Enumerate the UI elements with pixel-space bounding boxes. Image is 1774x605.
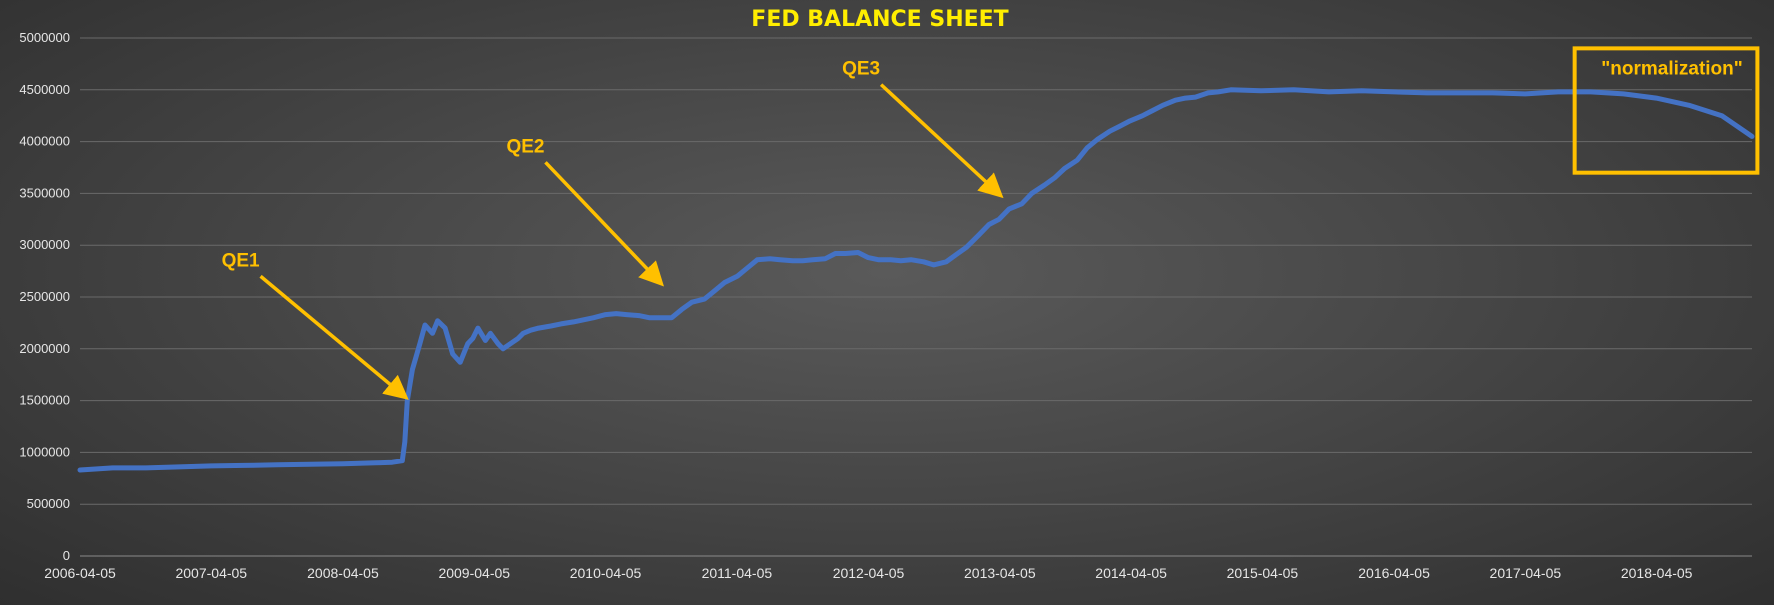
y-tick-label: 3000000	[19, 237, 70, 252]
normalization-box	[1572, 46, 1760, 175]
qe2-label: QE2	[506, 136, 544, 157]
x-tick-label: 2006-04-05	[44, 565, 116, 581]
y-tick-label: 2000000	[19, 341, 70, 356]
normalization-label: "normalization"	[1601, 58, 1743, 79]
y-tick-label: 3500000	[19, 185, 70, 200]
y-axis-ticks: 0 500000 1000000 1500000 2000000 2500000 30000…	[19, 30, 70, 563]
qe2-arrow	[544, 161, 664, 287]
y-tick-label: 4500000	[19, 82, 70, 97]
annotations: QE1 QE2 QE3 "normalization"	[222, 46, 1760, 400]
y-tick-label: 0	[63, 548, 70, 563]
x-tick-label: 2014-04-05	[1095, 565, 1167, 581]
qe1-arrow	[259, 274, 409, 400]
x-tick-label: 2018-04-05	[1621, 565, 1693, 581]
y-tick-label: 5000000	[19, 30, 70, 45]
x-tick-label: 2012-04-05	[833, 565, 905, 581]
x-tick-label: 2009-04-05	[438, 565, 510, 581]
x-tick-label: 2016-04-05	[1358, 565, 1430, 581]
x-tick-label: 2010-04-05	[570, 565, 642, 581]
qe3-label: QE3	[842, 59, 880, 80]
y-tick-label: 2500000	[19, 289, 70, 304]
x-tick-label: 2017-04-05	[1490, 565, 1562, 581]
y-tick-label: 1500000	[19, 393, 70, 408]
x-tick-label: 2015-04-05	[1227, 565, 1299, 581]
x-axis-ticks: 2006-04-05 2007-04-05 2008-04-05 2009-04-05…	[44, 565, 1693, 581]
x-tick-label: 2007-04-05	[175, 565, 247, 581]
chart-title: FED BALANCE SHEET	[751, 7, 1008, 32]
y-tick-label: 1000000	[19, 444, 70, 459]
x-tick-label: 2013-04-05	[964, 565, 1036, 581]
y-tick-label: 4000000	[19, 134, 70, 149]
gridlines	[80, 37, 1752, 557]
qe1-label: QE1	[222, 250, 260, 271]
qe3-arrow	[879, 83, 1004, 199]
y-tick-label: 500000	[27, 496, 70, 511]
x-tick-label: 2008-04-05	[307, 565, 379, 581]
balance-sheet-line	[77, 87, 1755, 473]
series-layer	[77, 87, 1755, 473]
x-tick-label: 2011-04-05	[702, 565, 773, 581]
